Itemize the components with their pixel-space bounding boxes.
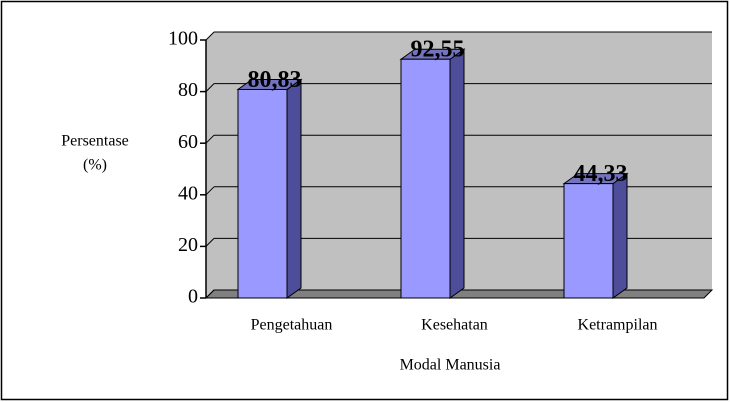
grid-line [205, 289, 215, 299]
value-label: 92,55 [411, 37, 465, 63]
x-axis-title: Modal Manusia [400, 357, 501, 374]
bar-side [612, 172, 628, 299]
y-axis-title: Persentase [61, 133, 129, 150]
y-tick-label: 60 [178, 131, 198, 153]
x-tick-label: Pengetahuan [251, 317, 333, 334]
y-tick-label: 20 [178, 234, 198, 256]
y-axis-title: (%) [83, 157, 107, 174]
bar [400, 58, 451, 299]
x-tick-label: Ketrampilan [578, 317, 658, 334]
y-tick-label: 0 [188, 286, 198, 308]
value-label: 44,33 [574, 161, 628, 187]
bar [237, 88, 288, 299]
grid-line [205, 134, 215, 144]
bar [563, 183, 614, 299]
bar-side [449, 48, 465, 299]
grid-line [205, 83, 215, 92]
grid-line [205, 186, 215, 196]
x-tick-label: Kesehatan [421, 317, 488, 334]
grid-line [205, 31, 215, 41]
value-label: 80,83 [248, 67, 302, 93]
bar-side [286, 78, 302, 299]
y-tick-label: 80 [178, 79, 198, 101]
y-tick-label: 100 [168, 28, 198, 50]
y-tick-label: 40 [178, 182, 198, 204]
grid-line [205, 238, 215, 247]
